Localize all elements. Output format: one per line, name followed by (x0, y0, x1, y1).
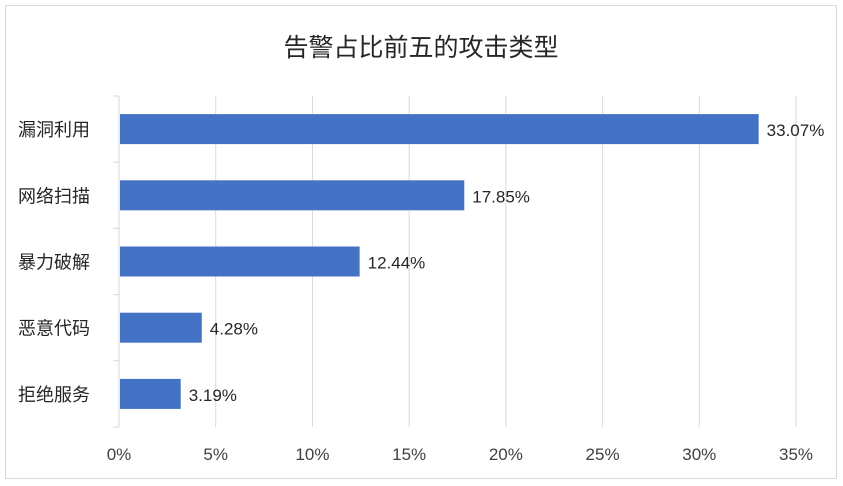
gridlines (113, 95, 797, 428)
bar-3 (120, 312, 202, 343)
data-label-1: 17.85% (472, 187, 530, 206)
bar-1 (120, 180, 465, 211)
category-label-4: 拒绝服务 (18, 385, 90, 406)
data-labels: 33.07% 17.85% 12.44% 4.28% 3.19% (189, 121, 825, 405)
x-tick-label-1: 5% (203, 445, 228, 464)
x-tick-label-2: 10% (295, 445, 329, 464)
category-label-1: 网络扫描 (18, 186, 90, 207)
x-tick-label-5: 25% (586, 445, 620, 464)
data-label-0: 33.07% (767, 121, 825, 140)
bars (120, 114, 759, 409)
data-label-3: 4.28% (210, 320, 258, 339)
category-label-3: 恶意代码 (18, 319, 90, 340)
x-tick-label-0: 0% (107, 445, 132, 464)
chart-title: 告警占比前五的攻击类型 (283, 33, 558, 62)
data-label-4: 3.19% (189, 386, 237, 405)
data-label-2: 12.44% (368, 254, 426, 273)
x-tick-label-3: 15% (392, 445, 426, 464)
x-tick-label-4: 20% (489, 445, 523, 464)
x-tick-label-7: 35% (779, 445, 813, 464)
category-label-0: 漏洞利用 (18, 120, 90, 141)
x-tick-label-6: 30% (682, 445, 716, 464)
category-label-2: 暴力破解 (18, 253, 90, 274)
bar-4 (120, 378, 181, 409)
bar-2 (120, 246, 360, 277)
x-tick-labels: 0% 5% 10% 15% 20% 25% 30% 35% (107, 445, 813, 464)
bar-0 (120, 114, 759, 145)
